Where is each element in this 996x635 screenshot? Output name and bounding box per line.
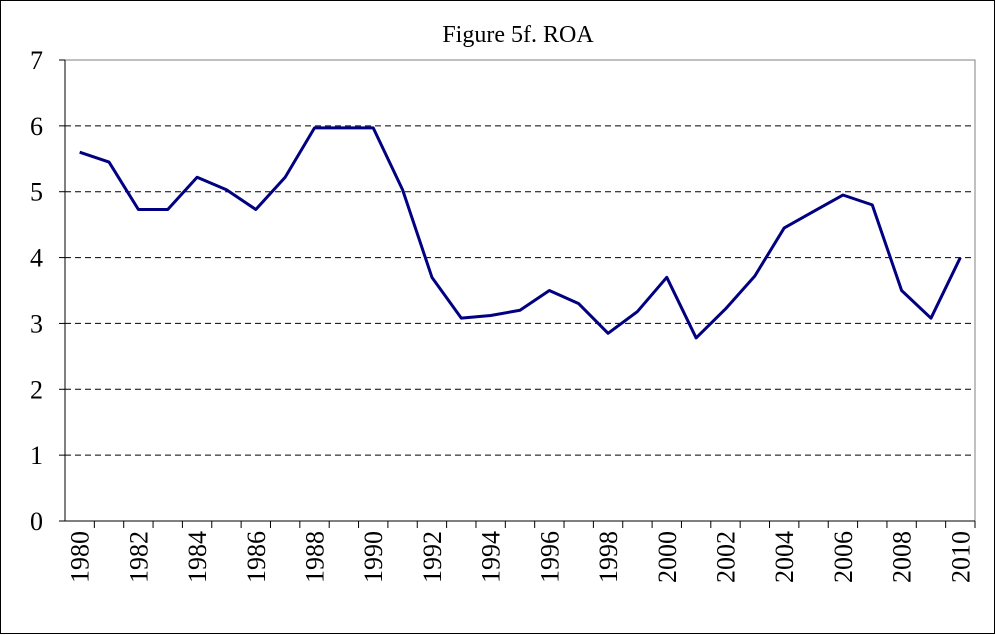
data-line [79, 126, 962, 340]
x-tick-label: 1990 [359, 531, 388, 583]
x-tick-label: 2004 [770, 531, 799, 583]
y-tick-label: 3 [30, 309, 43, 338]
x-tick-label: 2000 [653, 531, 682, 583]
x-tick-label: 1982 [124, 531, 153, 583]
x-tick-label: 1998 [594, 531, 623, 583]
y-tick-label: 0 [30, 507, 43, 536]
y-tick-label: 1 [30, 441, 43, 470]
y-tick-label: 6 [30, 112, 43, 141]
y-tick-label: 4 [30, 244, 43, 273]
x-tick-label: 1994 [477, 531, 506, 583]
x-tick-label: 1992 [418, 531, 447, 583]
y-tick-label: 2 [30, 375, 43, 404]
x-tick-label: 1988 [301, 531, 330, 583]
x-tick-label: 2002 [711, 531, 740, 583]
x-tick-label: 1986 [242, 531, 271, 583]
x-tick-label: 1980 [66, 531, 95, 583]
x-tick-label: 2008 [888, 531, 917, 583]
chart-title: Figure 5f. ROA [442, 22, 594, 48]
x-tick-label: 1984 [183, 531, 212, 583]
x-tick-label: 2006 [829, 531, 858, 583]
x-tick-label: 2010 [946, 531, 975, 583]
y-tick-label: 5 [30, 178, 43, 207]
x-tick-label: 1996 [535, 531, 564, 583]
y-tick-label: 7 [30, 46, 43, 75]
